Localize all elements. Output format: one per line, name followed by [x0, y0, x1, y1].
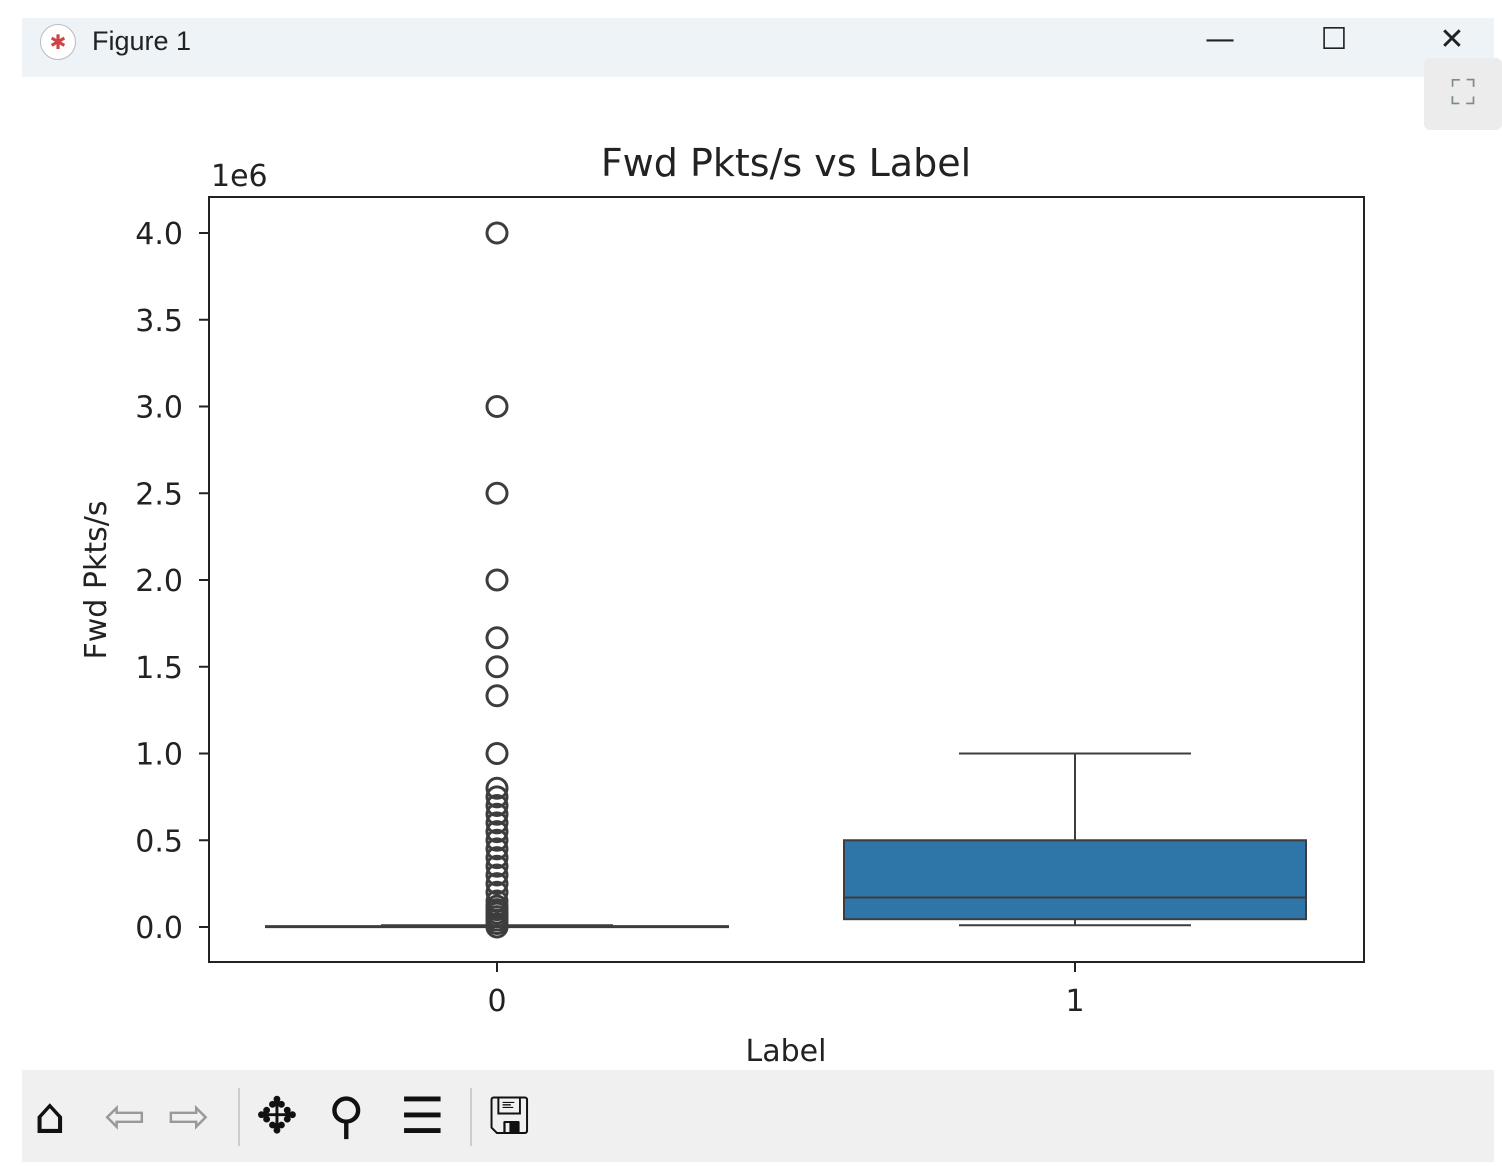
y-tick-label: 3.5 — [135, 304, 183, 339]
minimize-button[interactable]: — — [1205, 22, 1235, 57]
y-tick-label: 0.5 — [135, 824, 183, 859]
y-tick-label: 1.0 — [135, 738, 183, 773]
outlier-point — [485, 785, 509, 809]
y-tick-label: 1.5 — [135, 651, 183, 686]
y-tick-label: 4.0 — [135, 217, 183, 252]
window-title: Figure 1 — [92, 26, 192, 56]
outlier-point — [485, 828, 509, 852]
maximize-button[interactable]: ☐ — [1320, 22, 1348, 57]
back-icon[interactable]: ⇦ — [104, 1087, 146, 1145]
zoom-icon[interactable]: ⚲ — [328, 1087, 365, 1145]
forward-icon[interactable]: ⇨ — [168, 1087, 210, 1145]
outlier-point — [485, 626, 509, 650]
outlier-point — [485, 481, 509, 505]
close-button[interactable]: ✕ — [1439, 22, 1465, 57]
x-axis-label: Label — [746, 1034, 827, 1069]
toolbar-separator — [238, 1088, 240, 1146]
outlier-point — [485, 684, 509, 708]
y-tick-label: 2.5 — [135, 477, 183, 512]
y-tick-label: 3.0 — [135, 391, 183, 426]
x-tick-label: 1 — [1065, 984, 1084, 1019]
matplotlib-app-icon: ✱ — [40, 24, 76, 60]
outlier-point — [485, 915, 509, 939]
outlier-point — [485, 742, 509, 765]
outlier-point — [485, 837, 509, 861]
outlier-point — [485, 863, 509, 887]
box-1 — [843, 839, 1307, 921]
title-bar: ✱ Figure 1 — ☐ ✕ — [22, 18, 1494, 77]
save-icon[interactable]: 🖫 — [488, 1087, 531, 1145]
offset-label: 1e6 — [211, 159, 268, 194]
toolbar-separator — [470, 1088, 472, 1146]
outlier-point — [485, 395, 509, 418]
configure-subplots-icon[interactable]: ☰ — [400, 1087, 445, 1145]
outlier-point — [485, 802, 509, 826]
outlier-point — [485, 872, 509, 896]
outlier-point — [485, 655, 509, 679]
x-tick-label: 0 — [487, 984, 506, 1019]
outlier-point — [485, 221, 509, 245]
outlier-point — [485, 854, 509, 878]
y-tick-label: 2.0 — [135, 564, 183, 599]
pan-icon[interactable]: ✥ — [256, 1087, 298, 1145]
outlier-point — [485, 776, 509, 800]
y-tick-label: 0.0 — [135, 911, 183, 946]
outlier-point — [485, 794, 509, 818]
outlier-point — [485, 820, 509, 844]
chart-title: Fwd Pkts/s vs Label — [601, 141, 971, 185]
home-icon[interactable]: ⌂ — [34, 1087, 66, 1145]
axes-frame — [208, 196, 1365, 963]
fullscreen-button[interactable]: ⛶ — [1424, 58, 1502, 130]
navigation-toolbar: ⌂ ⇦ ⇨ ✥ ⚲ ☰ 🖫 — [22, 1070, 1494, 1162]
outlier-point — [485, 846, 509, 870]
outlier-point — [485, 568, 509, 592]
outlier-point — [485, 811, 509, 835]
y-axis-label: Fwd Pkts/s — [79, 501, 114, 660]
